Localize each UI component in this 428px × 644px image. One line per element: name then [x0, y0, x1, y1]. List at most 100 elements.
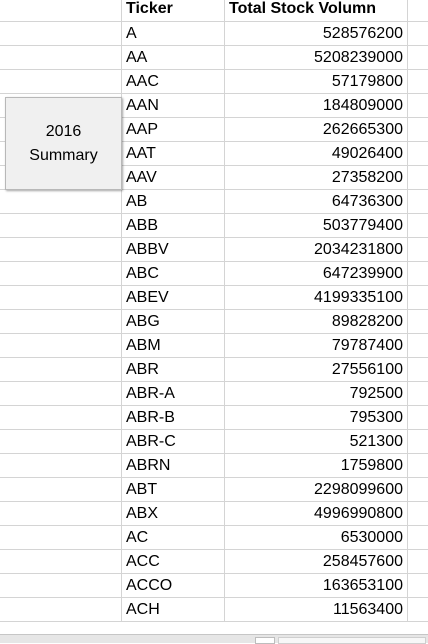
ticker-cell[interactable]: ABEV	[122, 286, 225, 310]
ticker-cell[interactable]: ABBV	[122, 238, 225, 262]
empty-cell[interactable]	[408, 454, 428, 478]
horizontal-scrollbar[interactable]	[0, 634, 428, 644]
volume-cell[interactable]: 27556100	[225, 358, 408, 382]
volume-cell[interactable]: 11563400	[225, 598, 408, 622]
volume-cell[interactable]: 4996990800	[225, 502, 408, 526]
empty-cell[interactable]	[408, 334, 428, 358]
empty-cell[interactable]	[408, 166, 428, 190]
volume-cell[interactable]: 521300	[225, 430, 408, 454]
ticker-header[interactable]: Ticker	[122, 0, 225, 22]
ticker-cell[interactable]: AAN	[122, 94, 225, 118]
empty-cell[interactable]	[0, 334, 122, 358]
volume-cell[interactable]: 6530000	[225, 526, 408, 550]
empty-cell[interactable]	[0, 358, 122, 382]
volume-cell[interactable]: 64736300	[225, 190, 408, 214]
empty-cell[interactable]	[408, 238, 428, 262]
empty-cell[interactable]	[408, 190, 428, 214]
ticker-cell[interactable]: ABT	[122, 478, 225, 502]
ticker-cell[interactable]: AB	[122, 190, 225, 214]
empty-cell[interactable]	[408, 430, 428, 454]
summary-button[interactable]: 2016 Summary	[5, 97, 122, 190]
volume-cell[interactable]: 792500	[225, 382, 408, 406]
volume-cell[interactable]: 1759800	[225, 454, 408, 478]
empty-cell[interactable]	[0, 526, 122, 550]
ticker-cell[interactable]: ACCO	[122, 574, 225, 598]
empty-cell[interactable]	[408, 286, 428, 310]
empty-cell[interactable]	[408, 502, 428, 526]
empty-cell[interactable]	[408, 70, 428, 94]
empty-cell[interactable]	[408, 142, 428, 166]
empty-cell[interactable]	[408, 94, 428, 118]
volume-cell[interactable]: 262665300	[225, 118, 408, 142]
ticker-cell[interactable]: AAV	[122, 166, 225, 190]
ticker-cell[interactable]: AAP	[122, 118, 225, 142]
volume-cell[interactable]: 503779400	[225, 214, 408, 238]
empty-cell[interactable]	[408, 598, 428, 622]
volume-cell[interactable]: 57179800	[225, 70, 408, 94]
volume-cell[interactable]: 258457600	[225, 550, 408, 574]
volume-cell[interactable]: 528576200	[225, 22, 408, 46]
ticker-cell[interactable]: ACH	[122, 598, 225, 622]
ticker-cell[interactable]: A	[122, 22, 225, 46]
empty-cell[interactable]	[408, 358, 428, 382]
ticker-cell[interactable]: AAT	[122, 142, 225, 166]
ticker-cell[interactable]: AAC	[122, 70, 225, 94]
empty-cell[interactable]	[0, 0, 122, 22]
empty-cell[interactable]	[408, 262, 428, 286]
empty-cell[interactable]	[408, 574, 428, 598]
ticker-cell[interactable]: ABR-B	[122, 406, 225, 430]
empty-cell[interactable]	[0, 430, 122, 454]
empty-cell[interactable]	[0, 502, 122, 526]
volume-cell[interactable]: 2298099600	[225, 478, 408, 502]
empty-cell[interactable]	[0, 454, 122, 478]
volume-cell[interactable]: 795300	[225, 406, 408, 430]
empty-cell[interactable]	[0, 598, 122, 622]
empty-cell[interactable]	[0, 286, 122, 310]
ticker-cell[interactable]: ABR	[122, 358, 225, 382]
ticker-cell[interactable]: ABX	[122, 502, 225, 526]
ticker-cell[interactable]: ACC	[122, 550, 225, 574]
volume-cell[interactable]: 184809000	[225, 94, 408, 118]
empty-cell[interactable]	[408, 550, 428, 574]
empty-cell[interactable]	[0, 550, 122, 574]
ticker-cell[interactable]: ABR-C	[122, 430, 225, 454]
empty-cell[interactable]	[0, 46, 122, 70]
ticker-cell[interactable]: ABRN	[122, 454, 225, 478]
ticker-cell[interactable]: ABM	[122, 334, 225, 358]
empty-cell[interactable]	[408, 118, 428, 142]
empty-cell[interactable]	[408, 406, 428, 430]
volume-cell[interactable]: 647239900	[225, 262, 408, 286]
ticker-cell[interactable]: AC	[122, 526, 225, 550]
volume-cell[interactable]: 5208239000	[225, 46, 408, 70]
volume-cell[interactable]: 89828200	[225, 310, 408, 334]
empty-cell[interactable]	[0, 262, 122, 286]
empty-cell[interactable]	[408, 526, 428, 550]
empty-cell[interactable]	[0, 310, 122, 334]
empty-cell[interactable]	[0, 478, 122, 502]
empty-cell[interactable]	[0, 190, 122, 214]
empty-cell[interactable]	[408, 382, 428, 406]
volume-cell[interactable]: 2034231800	[225, 238, 408, 262]
empty-cell[interactable]	[408, 310, 428, 334]
empty-cell[interactable]	[408, 46, 428, 70]
ticker-cell[interactable]: ABG	[122, 310, 225, 334]
empty-cell[interactable]	[408, 0, 428, 22]
volume-cell[interactable]: 163653100	[225, 574, 408, 598]
ticker-cell[interactable]: AA	[122, 46, 225, 70]
volume-cell[interactable]: 4199335100	[225, 286, 408, 310]
empty-cell[interactable]	[408, 478, 428, 502]
empty-cell[interactable]	[0, 22, 122, 46]
volume-header[interactable]: Total Stock Volumn	[225, 0, 408, 22]
empty-cell[interactable]	[0, 214, 122, 238]
empty-cell[interactable]	[0, 574, 122, 598]
empty-cell[interactable]	[408, 22, 428, 46]
volume-cell[interactable]: 27358200	[225, 166, 408, 190]
ticker-cell[interactable]: ABR-A	[122, 382, 225, 406]
ticker-cell[interactable]: ABB	[122, 214, 225, 238]
ticker-cell[interactable]: ABC	[122, 262, 225, 286]
empty-cell[interactable]	[408, 214, 428, 238]
empty-cell[interactable]	[0, 238, 122, 262]
volume-cell[interactable]: 79787400	[225, 334, 408, 358]
empty-cell[interactable]	[0, 70, 122, 94]
empty-cell[interactable]	[0, 382, 122, 406]
